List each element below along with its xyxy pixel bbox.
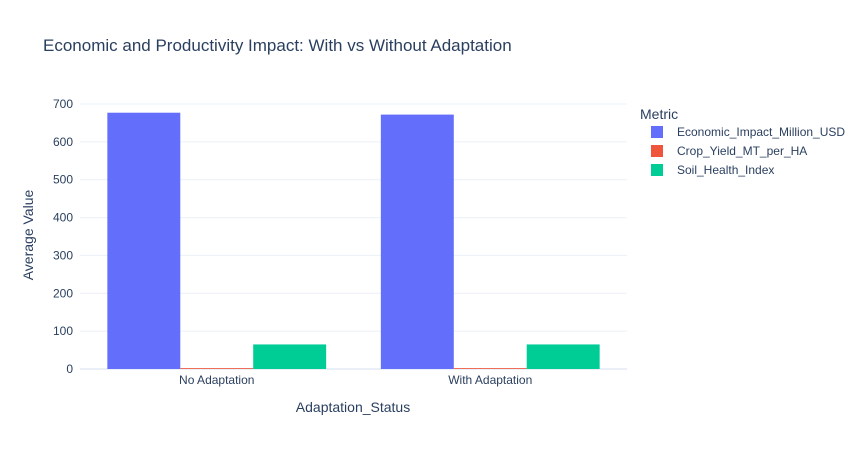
- y-tick-label: 100: [53, 324, 73, 338]
- legend-item[interactable]: Crop_Yield_MT_per_HA: [651, 144, 807, 158]
- bar-soil-health-index-1[interactable]: [253, 344, 327, 369]
- legend-title: Metric: [640, 106, 678, 122]
- y-axis-ticks: 0 100 200 300 400 500 600 700: [53, 97, 73, 376]
- legend-item[interactable]: Soil_Health_Index: [651, 163, 774, 177]
- bar-soil-health-index-2[interactable]: [526, 344, 600, 369]
- legend-swatch: [651, 145, 663, 157]
- x-axis-title: Adaptation_Status: [296, 399, 410, 415]
- legend: Metric Economic_Impact_Million_USD Crop_Y…: [640, 106, 845, 177]
- y-axis-title: Average Value: [20, 190, 36, 281]
- legend-swatch: [651, 164, 663, 176]
- bar-crop-yield-mt-per-ha-1[interactable]: [180, 368, 254, 369]
- x-tick-label: No Adaptation: [179, 373, 254, 387]
- x-tick-label: With Adaptation: [448, 373, 532, 387]
- y-tick-label: 300: [53, 248, 73, 262]
- legend-label: Soil_Health_Index: [677, 163, 774, 177]
- x-axis-ticks: No Adaptation With Adaptation: [179, 373, 532, 387]
- legend-item[interactable]: Economic_Impact_Million_USD: [651, 125, 845, 139]
- y-tick-label: 600: [53, 135, 73, 149]
- bars: [107, 112, 600, 369]
- legend-label: Crop_Yield_MT_per_HA: [677, 144, 807, 158]
- y-tick-label: 200: [53, 286, 73, 300]
- y-tick-label: 700: [53, 97, 73, 111]
- y-tick-label: 500: [53, 173, 73, 187]
- bar-economic-impact-million-usd-1[interactable]: [107, 112, 181, 369]
- y-tick-label: 0: [66, 362, 73, 376]
- bar-economic-impact-million-usd-2[interactable]: [380, 114, 454, 369]
- bar-crop-yield-mt-per-ha-2[interactable]: [453, 368, 527, 369]
- legend-swatch: [651, 126, 663, 138]
- legend-items: Economic_Impact_Million_USD Crop_Yield_MT…: [651, 125, 845, 177]
- chart-title: Economic and Productivity Impact: With v…: [43, 36, 512, 55]
- legend-label: Economic_Impact_Million_USD: [677, 125, 845, 139]
- y-tick-label: 400: [53, 211, 73, 225]
